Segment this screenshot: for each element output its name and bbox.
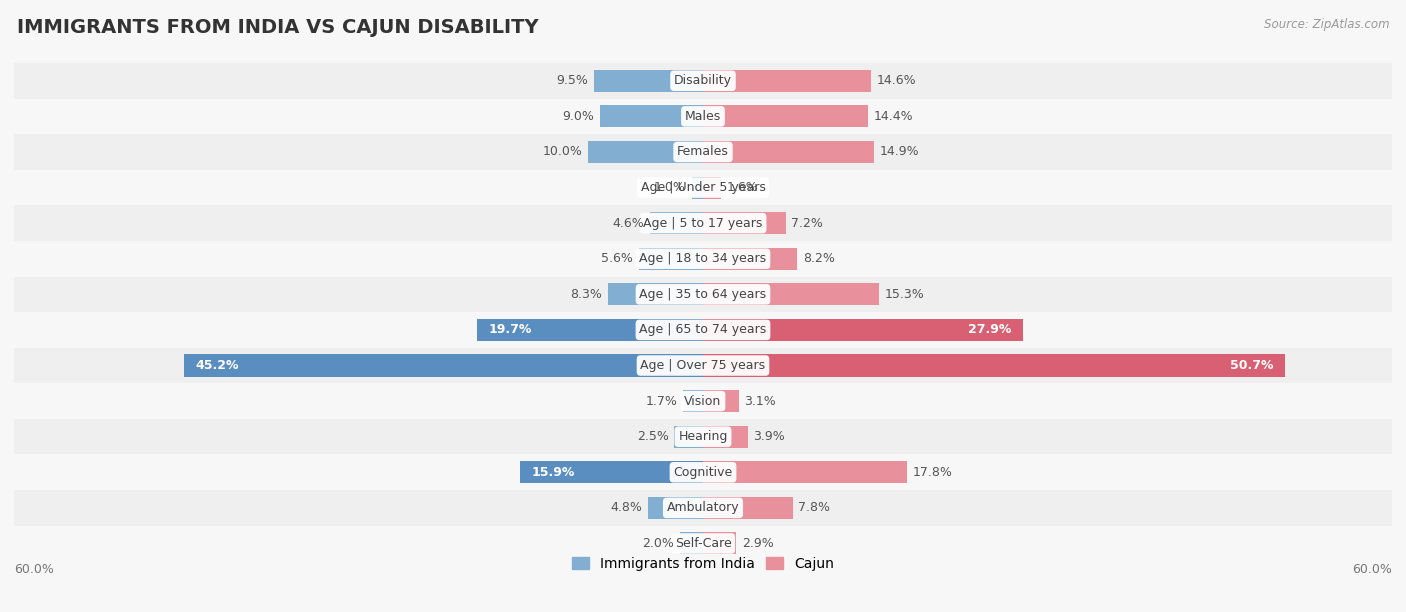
Bar bbox=[703, 141, 875, 163]
Bar bbox=[593, 70, 703, 92]
Bar bbox=[588, 141, 703, 163]
Text: Hearing: Hearing bbox=[678, 430, 728, 443]
Bar bbox=[477, 319, 703, 341]
Bar bbox=[14, 63, 1392, 99]
Text: Age | 35 to 64 years: Age | 35 to 64 years bbox=[640, 288, 766, 301]
Bar bbox=[14, 419, 1392, 455]
Bar bbox=[638, 248, 703, 270]
Text: Females: Females bbox=[678, 146, 728, 159]
Text: 9.5%: 9.5% bbox=[557, 74, 588, 88]
Bar bbox=[703, 390, 738, 412]
Bar bbox=[683, 390, 703, 412]
Text: 14.6%: 14.6% bbox=[876, 74, 915, 88]
Text: 9.0%: 9.0% bbox=[562, 110, 593, 123]
Text: 4.8%: 4.8% bbox=[610, 501, 643, 514]
Text: 50.7%: 50.7% bbox=[1230, 359, 1274, 372]
Bar bbox=[703, 212, 786, 234]
Bar bbox=[703, 176, 721, 198]
Text: Cognitive: Cognitive bbox=[673, 466, 733, 479]
Bar bbox=[520, 461, 703, 483]
Text: Males: Males bbox=[685, 110, 721, 123]
Bar bbox=[703, 319, 1024, 341]
Text: Self-Care: Self-Care bbox=[675, 537, 731, 550]
Text: Age | Over 75 years: Age | Over 75 years bbox=[641, 359, 765, 372]
Text: IMMIGRANTS FROM INDIA VS CAJUN DISABILITY: IMMIGRANTS FROM INDIA VS CAJUN DISABILIT… bbox=[17, 18, 538, 37]
Text: 2.0%: 2.0% bbox=[643, 537, 675, 550]
Bar bbox=[14, 490, 1392, 526]
Text: 17.8%: 17.8% bbox=[912, 466, 953, 479]
Bar bbox=[692, 176, 703, 198]
Bar bbox=[648, 497, 703, 519]
Bar bbox=[14, 170, 1392, 206]
Text: 8.3%: 8.3% bbox=[569, 288, 602, 301]
Text: 60.0%: 60.0% bbox=[1353, 563, 1392, 576]
Bar bbox=[703, 105, 869, 127]
Text: 5.6%: 5.6% bbox=[602, 252, 633, 265]
Bar bbox=[14, 312, 1392, 348]
Bar bbox=[650, 212, 703, 234]
Bar bbox=[184, 354, 703, 376]
Bar bbox=[14, 99, 1392, 134]
Bar bbox=[14, 383, 1392, 419]
Bar bbox=[14, 134, 1392, 170]
Bar bbox=[703, 532, 737, 554]
Text: 14.9%: 14.9% bbox=[880, 146, 920, 159]
Text: Vision: Vision bbox=[685, 395, 721, 408]
Bar bbox=[703, 283, 879, 305]
Bar bbox=[14, 526, 1392, 561]
Bar bbox=[703, 461, 907, 483]
Text: Age | Under 5 years: Age | Under 5 years bbox=[641, 181, 765, 194]
Text: 10.0%: 10.0% bbox=[543, 146, 582, 159]
Text: 15.3%: 15.3% bbox=[884, 288, 924, 301]
Text: 19.7%: 19.7% bbox=[488, 323, 531, 337]
Text: 4.6%: 4.6% bbox=[613, 217, 644, 230]
Text: Ambulatory: Ambulatory bbox=[666, 501, 740, 514]
Text: 1.6%: 1.6% bbox=[727, 181, 759, 194]
Text: 14.4%: 14.4% bbox=[875, 110, 914, 123]
Bar bbox=[703, 497, 793, 519]
Text: 45.2%: 45.2% bbox=[195, 359, 239, 372]
Bar bbox=[14, 206, 1392, 241]
Bar bbox=[681, 532, 703, 554]
Bar bbox=[703, 248, 797, 270]
Bar bbox=[14, 455, 1392, 490]
Bar bbox=[14, 277, 1392, 312]
Text: 27.9%: 27.9% bbox=[969, 323, 1012, 337]
Legend: Immigrants from India, Cajun: Immigrants from India, Cajun bbox=[567, 551, 839, 576]
Text: Age | 5 to 17 years: Age | 5 to 17 years bbox=[644, 217, 762, 230]
Text: Age | 18 to 34 years: Age | 18 to 34 years bbox=[640, 252, 766, 265]
Text: 2.9%: 2.9% bbox=[742, 537, 773, 550]
Bar bbox=[14, 241, 1392, 277]
Text: 15.9%: 15.9% bbox=[531, 466, 575, 479]
Text: 1.0%: 1.0% bbox=[654, 181, 686, 194]
Text: 3.9%: 3.9% bbox=[754, 430, 786, 443]
Text: 7.8%: 7.8% bbox=[799, 501, 831, 514]
Bar bbox=[14, 348, 1392, 383]
Text: Age | 65 to 74 years: Age | 65 to 74 years bbox=[640, 323, 766, 337]
Text: 60.0%: 60.0% bbox=[14, 563, 53, 576]
Text: 3.1%: 3.1% bbox=[744, 395, 776, 408]
Text: 7.2%: 7.2% bbox=[792, 217, 824, 230]
Text: Disability: Disability bbox=[673, 74, 733, 88]
Bar bbox=[607, 283, 703, 305]
Bar bbox=[703, 426, 748, 448]
Bar bbox=[703, 354, 1285, 376]
Bar bbox=[599, 105, 703, 127]
Text: Source: ZipAtlas.com: Source: ZipAtlas.com bbox=[1264, 18, 1389, 31]
Text: 8.2%: 8.2% bbox=[803, 252, 835, 265]
Bar bbox=[703, 70, 870, 92]
Text: 1.7%: 1.7% bbox=[645, 395, 678, 408]
Text: 2.5%: 2.5% bbox=[637, 430, 669, 443]
Bar bbox=[675, 426, 703, 448]
